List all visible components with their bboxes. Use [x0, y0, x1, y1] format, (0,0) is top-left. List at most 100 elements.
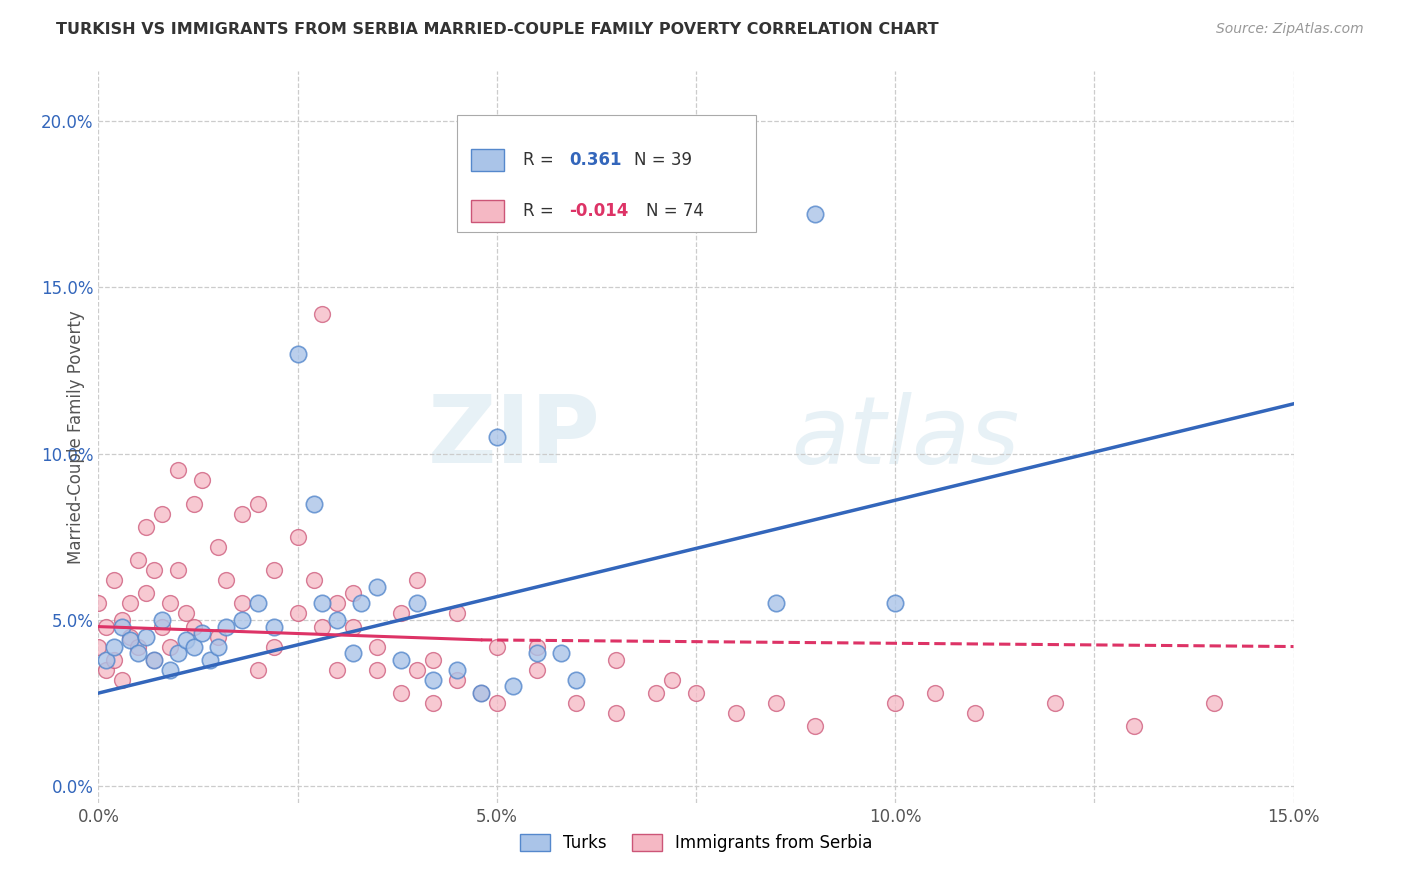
- Point: [135, 630, 157, 644]
- Point: [485, 430, 508, 444]
- Text: R =: R =: [523, 202, 558, 220]
- Point: [87, 596, 110, 610]
- Point: [470, 686, 492, 700]
- Point: [406, 573, 429, 587]
- Point: [884, 596, 907, 610]
- Point: [150, 507, 173, 521]
- Point: [311, 619, 333, 633]
- Point: [96, 619, 118, 633]
- Point: [470, 686, 492, 700]
- Point: [342, 646, 364, 660]
- Legend: Turks, Immigrants from Serbia: Turks, Immigrants from Serbia: [512, 825, 880, 860]
- Point: [550, 646, 572, 660]
- Point: [231, 613, 253, 627]
- Point: [103, 653, 125, 667]
- Text: Source: ZipAtlas.com: Source: ZipAtlas.com: [1216, 22, 1364, 37]
- Point: [526, 663, 548, 677]
- Point: [485, 640, 508, 654]
- Point: [159, 640, 181, 654]
- Point: [150, 619, 173, 633]
- Point: [526, 640, 548, 654]
- Text: atlas: atlas: [792, 392, 1019, 483]
- Point: [287, 607, 309, 621]
- Point: [287, 347, 309, 361]
- Point: [231, 507, 253, 521]
- Point: [167, 463, 190, 477]
- Point: [120, 596, 142, 610]
- Point: [167, 563, 190, 577]
- Point: [111, 619, 134, 633]
- Point: [605, 653, 627, 667]
- Point: [565, 696, 588, 710]
- Point: [389, 653, 412, 667]
- Point: [246, 497, 269, 511]
- Point: [263, 640, 285, 654]
- Point: [605, 706, 627, 720]
- Point: [120, 632, 142, 647]
- Point: [207, 640, 229, 654]
- Text: 0.361: 0.361: [569, 151, 621, 169]
- Point: [422, 653, 444, 667]
- Point: [1202, 696, 1225, 710]
- Point: [565, 673, 588, 687]
- Text: ZIP: ZIP: [427, 391, 600, 483]
- Point: [446, 663, 468, 677]
- Point: [246, 663, 269, 677]
- Point: [263, 563, 285, 577]
- Text: N = 74: N = 74: [645, 202, 703, 220]
- Point: [804, 719, 827, 733]
- Point: [311, 596, 333, 610]
- Point: [924, 686, 946, 700]
- Point: [350, 596, 373, 610]
- Point: [263, 619, 285, 633]
- Point: [685, 686, 707, 700]
- Point: [326, 663, 349, 677]
- Point: [143, 653, 166, 667]
- Y-axis label: Married-Couple Family Poverty: Married-Couple Family Poverty: [66, 310, 84, 564]
- Point: [207, 540, 229, 554]
- Point: [765, 596, 787, 610]
- Point: [167, 646, 190, 660]
- Point: [422, 696, 444, 710]
- Point: [366, 640, 388, 654]
- Point: [1123, 719, 1146, 733]
- Point: [645, 686, 668, 700]
- Point: [342, 619, 364, 633]
- Point: [311, 307, 333, 321]
- Point: [159, 596, 181, 610]
- Point: [661, 673, 683, 687]
- Text: TURKISH VS IMMIGRANTS FROM SERBIA MARRIED-COUPLE FAMILY POVERTY CORRELATION CHAR: TURKISH VS IMMIGRANTS FROM SERBIA MARRIE…: [56, 22, 939, 37]
- Point: [207, 630, 229, 644]
- Point: [502, 680, 524, 694]
- Text: N = 39: N = 39: [634, 151, 692, 169]
- Point: [135, 520, 157, 534]
- Text: R =: R =: [523, 151, 558, 169]
- Point: [159, 663, 181, 677]
- FancyBboxPatch shape: [457, 115, 756, 232]
- Point: [111, 673, 134, 687]
- Point: [150, 613, 173, 627]
- Point: [87, 640, 110, 654]
- Point: [103, 573, 125, 587]
- Bar: [471, 149, 503, 170]
- Point: [127, 640, 149, 654]
- Point: [143, 563, 166, 577]
- Point: [231, 596, 253, 610]
- Point: [765, 696, 787, 710]
- Point: [326, 613, 349, 627]
- Point: [135, 586, 157, 600]
- Point: [406, 663, 429, 677]
- Point: [120, 630, 142, 644]
- Point: [342, 586, 364, 600]
- Bar: [471, 200, 503, 222]
- Point: [246, 596, 269, 610]
- Point: [287, 530, 309, 544]
- Point: [963, 706, 986, 720]
- Point: [1043, 696, 1066, 710]
- Point: [183, 619, 205, 633]
- Point: [302, 497, 325, 511]
- Point: [446, 607, 468, 621]
- Point: [215, 573, 238, 587]
- Point: [191, 473, 214, 487]
- Point: [485, 696, 508, 710]
